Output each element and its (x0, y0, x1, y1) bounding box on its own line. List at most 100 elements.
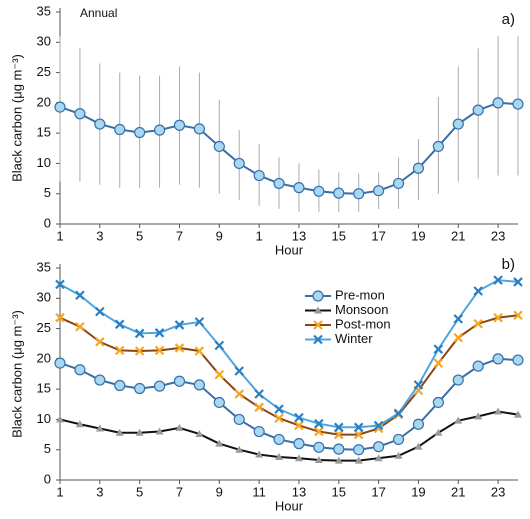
legend-marker (313, 320, 323, 330)
y-tick-label: 30 (37, 290, 51, 305)
point (95, 424, 104, 432)
point (412, 418, 425, 430)
x-tick-label: 15 (332, 228, 346, 243)
point (294, 420, 304, 431)
point (512, 98, 524, 110)
point (473, 286, 483, 296)
point (114, 319, 125, 330)
point (494, 407, 503, 415)
point (274, 404, 284, 414)
point (195, 429, 204, 437)
legend-marker (312, 290, 324, 302)
x-tick-label: 9 (216, 228, 223, 243)
x-tick-label: 1 (256, 228, 263, 243)
x-tick-label: 21 (451, 228, 465, 243)
point (513, 277, 523, 287)
point (114, 123, 126, 136)
point (313, 185, 325, 197)
y-tick-label: 25 (37, 320, 51, 335)
y-tick-label: 35 (37, 3, 51, 18)
point (472, 360, 484, 372)
point (134, 346, 145, 356)
point (54, 101, 66, 113)
legend-marker (313, 334, 323, 345)
point (233, 413, 245, 426)
legend-label: Monsoon (335, 302, 388, 317)
y-tick-label: 0 (44, 471, 51, 486)
point (313, 441, 325, 453)
point (213, 396, 225, 409)
legend-label: Pre-mon (335, 287, 385, 302)
point (215, 439, 224, 447)
series-line (59, 357, 519, 451)
point (234, 389, 244, 399)
x-axis-label: Hour (275, 242, 304, 257)
point (493, 312, 503, 323)
point (254, 389, 264, 399)
annotation: Annual (80, 6, 117, 20)
point (54, 357, 66, 369)
point (373, 420, 384, 431)
series-line (59, 279, 519, 429)
point (94, 374, 106, 386)
point (134, 126, 146, 139)
point (56, 415, 64, 423)
point (74, 364, 86, 376)
y-tick-label: 10 (37, 155, 51, 170)
point (154, 328, 165, 338)
x-axis-label: Hour (275, 498, 304, 513)
y-tick-label: 35 (37, 259, 51, 274)
x-tick-label: 13 (292, 484, 306, 499)
point (253, 425, 265, 438)
point (75, 420, 84, 428)
point (275, 452, 284, 460)
series-line (59, 410, 519, 462)
point (193, 123, 205, 135)
y-tick-label: 15 (37, 125, 51, 140)
point (334, 456, 343, 464)
point (353, 422, 364, 433)
point (273, 177, 285, 190)
point (432, 396, 444, 409)
point (394, 451, 403, 459)
point (95, 337, 105, 347)
point (75, 290, 85, 301)
point (74, 108, 86, 120)
point (333, 443, 345, 455)
x-tick-label: 9 (216, 484, 223, 499)
x-tick-label: 5 (136, 228, 143, 243)
point (493, 275, 503, 285)
point (255, 450, 264, 458)
point (114, 345, 125, 356)
x-tick-label: 19 (411, 484, 425, 499)
point (492, 97, 504, 109)
point (432, 140, 444, 153)
x-tick-label: 3 (96, 484, 103, 499)
y-tick-label: 10 (37, 411, 51, 426)
point (353, 444, 365, 456)
point (213, 140, 225, 153)
point (174, 320, 185, 330)
point (174, 343, 185, 353)
point (155, 427, 164, 435)
x-tick-label: 11 (252, 484, 266, 499)
point (55, 312, 65, 323)
point (314, 418, 324, 429)
x-tick-label: 7 (176, 484, 183, 499)
x-tick-label: 17 (371, 228, 385, 243)
point (452, 118, 464, 130)
point (214, 369, 225, 380)
point (314, 456, 323, 464)
point (153, 380, 166, 392)
point (512, 354, 524, 366)
point (412, 162, 425, 174)
point (373, 441, 385, 453)
point (253, 169, 265, 182)
point (413, 380, 424, 390)
point (173, 119, 186, 131)
point (153, 124, 166, 136)
point (374, 454, 383, 462)
x-tick-label: 5 (136, 484, 143, 499)
point (274, 413, 284, 423)
